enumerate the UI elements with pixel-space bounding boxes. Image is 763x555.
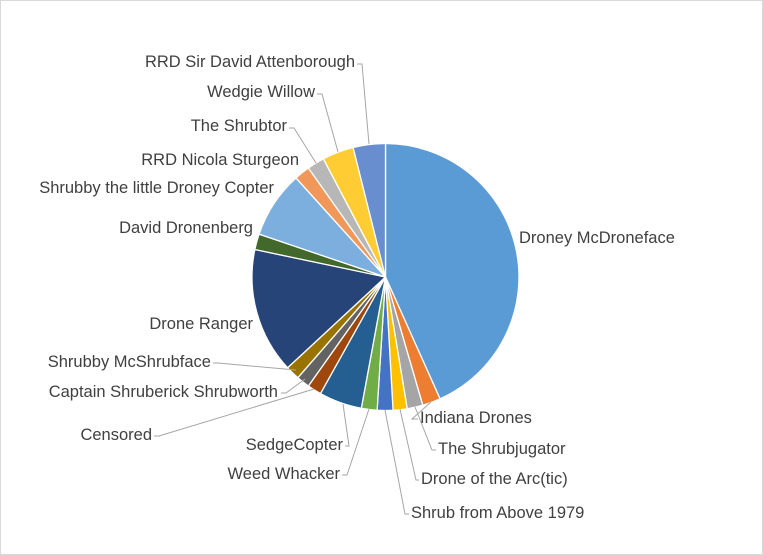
leader-line bbox=[384, 409, 409, 515]
data-label: Captain Shruberick Shrubworth bbox=[49, 383, 278, 401]
data-label: Shrubby McShrubface bbox=[48, 353, 211, 371]
leader-line bbox=[154, 388, 315, 437]
data-label: Drone of the Arc(tic) bbox=[421, 470, 568, 488]
leader-line bbox=[414, 406, 436, 451]
data-label: Weed Whacker bbox=[228, 465, 341, 483]
leader-line bbox=[410, 401, 432, 420]
data-label: Shrubby the little Droney Copter bbox=[39, 179, 274, 197]
data-label: Wedgie Willow bbox=[207, 83, 315, 101]
leader-line bbox=[357, 63, 370, 145]
pie-slice-rrd-sir-david-attenborough[interactable] bbox=[352, 142, 387, 278]
data-label: The Shrubjugator bbox=[438, 440, 566, 458]
data-label: Indiana Drones bbox=[420, 409, 532, 427]
data-label: Drone Ranger bbox=[149, 315, 253, 333]
data-label: Shrub from Above 1979 bbox=[411, 504, 584, 522]
leader-line bbox=[399, 408, 419, 481]
data-label: RRD Sir David Attenborough bbox=[145, 53, 355, 71]
leader-line bbox=[281, 378, 306, 394]
data-labels: Droney McDroneface Indiana Drones The Shru… bbox=[39, 53, 675, 522]
data-label: The Shrubtor bbox=[191, 117, 288, 135]
leader-line bbox=[342, 408, 370, 476]
leader-line bbox=[342, 403, 350, 447]
pie-slice-droney-mcdroneface[interactable] bbox=[384, 142, 520, 400]
pie-slices bbox=[251, 142, 520, 412]
leader-line bbox=[289, 127, 317, 164]
leader-lines bbox=[154, 63, 436, 515]
leader-line bbox=[317, 93, 339, 153]
data-label: David Dronenberg bbox=[119, 219, 253, 237]
leader-line bbox=[213, 362, 297, 371]
data-label: Droney McDroneface bbox=[519, 229, 675, 247]
data-label: Censored bbox=[80, 426, 152, 444]
pie-slice-drone-ranger[interactable] bbox=[251, 248, 387, 369]
data-label: RRD Nicola Sturgeon bbox=[141, 151, 299, 169]
data-label: SedgeCopter bbox=[246, 436, 344, 454]
